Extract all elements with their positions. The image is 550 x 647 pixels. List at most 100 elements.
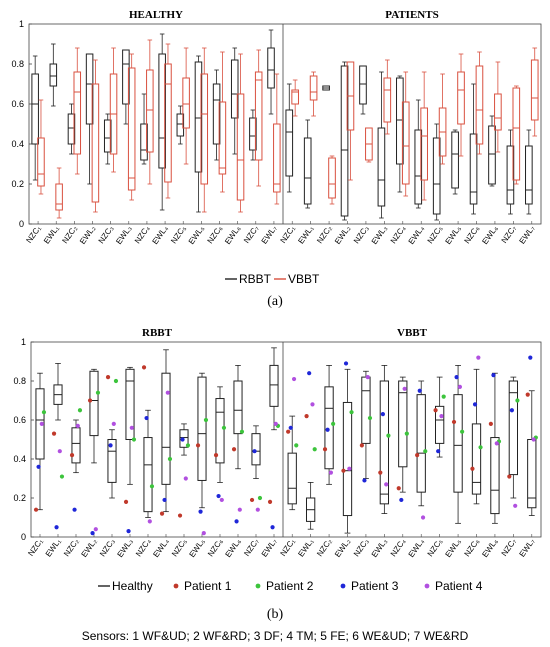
box-vbbt-2-box [309, 75, 318, 101]
box-healthy-6-box [125, 368, 135, 440]
box-vbbt-13-box [512, 87, 521, 181]
x-tick-label: NZC₄ [389, 537, 408, 558]
figure-caption: Sensors: 1 WF&UD; 2 WF&RD; 3 DF; 4 TM; 5… [82, 629, 469, 643]
box-vbbt-8 [164, 43, 172, 199]
x-tick-label: EWL₄ [407, 224, 426, 246]
point-patient-3 [454, 375, 459, 380]
point-patient-3 [198, 509, 203, 514]
legend-label-rbbt: RBBT [239, 272, 272, 286]
box-vbbt-1 [37, 99, 45, 195]
box-rbbt-14-box [267, 47, 275, 89]
box-healthy-12-box [490, 437, 500, 515]
subpanel-title: RBBT [142, 327, 173, 339]
box-rbbt-8-box [414, 129, 423, 205]
box-rbbt-1-box [31, 73, 39, 145]
box-rbbt-6 [122, 49, 130, 125]
legend-label-healthy: Healthy [112, 579, 153, 593]
point-patient-3 [108, 443, 113, 448]
point-patient-4 [147, 519, 152, 524]
point-patient-3 [417, 388, 422, 393]
box-vbbt-7-box [401, 101, 410, 185]
point-patient-4 [75, 423, 80, 428]
box-vbbt-13 [512, 85, 521, 185]
box-healthy-5 [361, 370, 371, 479]
point-patient-2 [404, 431, 409, 436]
box-healthy-10-box [453, 394, 463, 493]
box-rbbt-14-box [525, 145, 533, 205]
box-healthy-14-box [269, 364, 279, 407]
box-rbbt-13 [506, 129, 515, 215]
box-rbbt-1 [31, 55, 39, 181]
box-rbbt-5-box [359, 65, 367, 105]
point-patient-4 [457, 384, 463, 389]
x-tick-label: NZC₆ [206, 537, 225, 558]
point-patient-3 [252, 449, 257, 454]
box-healthy-6 [125, 366, 135, 485]
box-vbbt-7 [401, 71, 410, 197]
y-tick-label: 0.4 [13, 454, 26, 464]
point-patient-2 [423, 449, 428, 454]
x-tick-label: NZC₅ [170, 537, 189, 558]
x-tick-label: EWL₁ [296, 537, 315, 559]
box-vbbt-10-box [457, 71, 465, 125]
box-healthy-1 [35, 372, 45, 511]
panel-a-label: (a) [267, 294, 283, 309]
x-tick-label: NZC₁ [279, 224, 298, 245]
x-tick-label: EWL₃ [115, 537, 134, 559]
legend-label-patient-3: Patient 3 [351, 579, 399, 593]
x-tick-label: EWL₃ [114, 224, 133, 246]
box-vbbt-3-box [73, 71, 82, 155]
point-patient-4 [111, 421, 116, 426]
box-healthy-11 [215, 386, 225, 483]
point-patient-4 [129, 425, 134, 430]
box-vbbt-10 [200, 47, 209, 213]
point-patient-4 [165, 390, 170, 395]
point-patient-3 [180, 437, 185, 442]
box-rbbt-9 [176, 105, 185, 145]
box-vbbt-8-box [164, 63, 172, 183]
x-tick-label: NZC₁ [26, 537, 45, 558]
legend-dot-patient-4 [424, 583, 430, 589]
box-vbbt-7-box [146, 69, 154, 153]
box-rbbt-9-box [432, 137, 441, 215]
box-healthy-8 [416, 380, 426, 507]
point-patient-4 [531, 437, 536, 442]
box-healthy-11-box [215, 398, 225, 464]
point-patient-4 [402, 386, 407, 391]
box-healthy-10 [453, 364, 463, 524]
box-vbbt-9 [182, 47, 190, 165]
box-vbbt-13 [254, 49, 263, 187]
box-healthy-8-box [416, 394, 426, 493]
box-vbbt-12-box [494, 93, 502, 131]
legend-label-patient-2: Patient 2 [266, 579, 314, 593]
point-patient-1 [488, 421, 493, 426]
box-vbbt-4 [346, 61, 355, 181]
box-rbbt-6 [377, 71, 386, 219]
point-patient-2 [41, 410, 47, 415]
box-vbbt-9 [438, 73, 447, 165]
box-healthy-13 [508, 376, 519, 499]
box-healthy-7-box [143, 437, 153, 513]
x-tick-label: EWL₅ [187, 537, 206, 559]
x-tick-label: EWL₇ [260, 537, 279, 559]
point-patient-3 [491, 373, 496, 378]
x-tick-label: EWL₅ [444, 537, 463, 559]
x-tick-label: EWL₆ [480, 224, 499, 246]
box-rbbt-7-box [396, 77, 404, 165]
x-tick-label: EWL₂ [80, 537, 99, 559]
x-tick-label: EWL₆ [480, 537, 499, 559]
x-tick-label: EWL₃ [370, 224, 389, 246]
point-patient-3 [399, 497, 404, 503]
point-patient-4 [201, 531, 206, 536]
box-healthy-8 [161, 349, 171, 513]
box-healthy-9-box [434, 405, 445, 444]
box-vbbt-2 [309, 71, 318, 117]
box-vbbt-14 [273, 73, 281, 205]
box-healthy-7 [143, 409, 153, 518]
box-healthy-7 [398, 376, 408, 493]
point-patient-2 [95, 390, 101, 395]
box-rbbt-5-box [103, 119, 112, 153]
point-patient-4 [57, 449, 62, 454]
box-healthy-13-box [251, 433, 261, 466]
point-patient-2 [59, 474, 65, 479]
